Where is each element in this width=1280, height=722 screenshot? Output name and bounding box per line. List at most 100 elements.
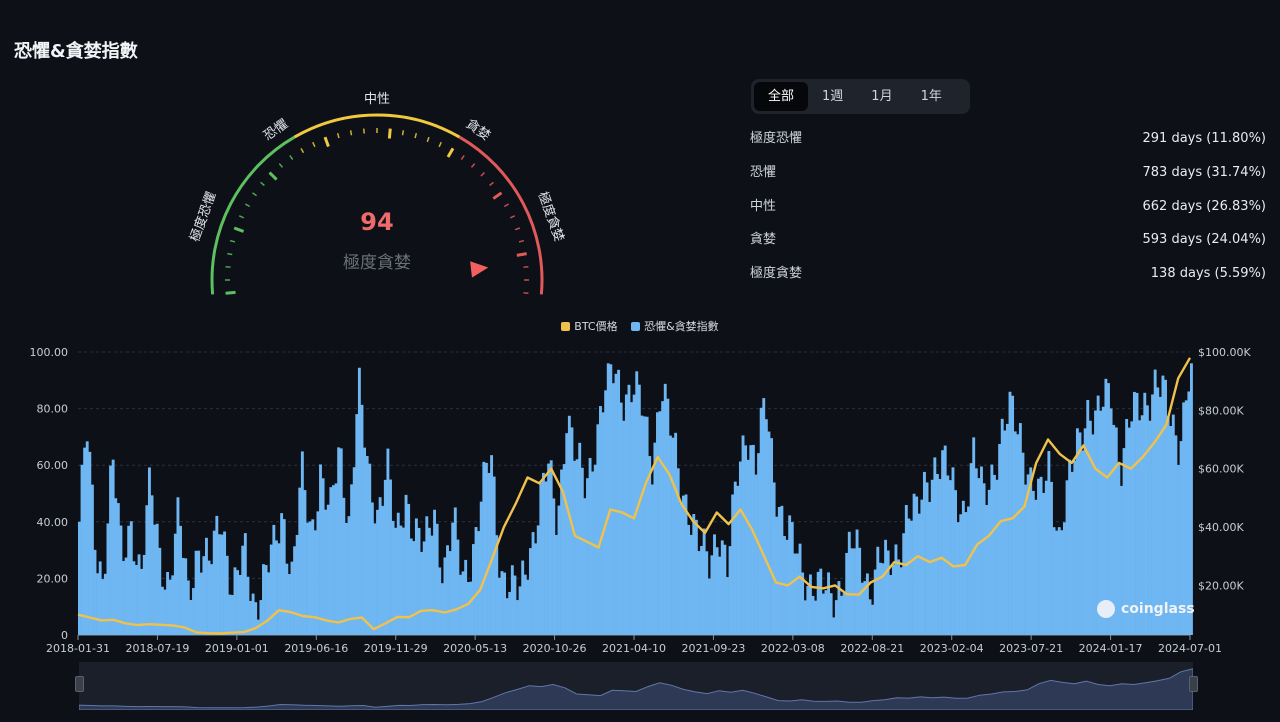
index-bar xyxy=(414,518,418,635)
index-bar xyxy=(847,531,851,635)
tab-1-year[interactable]: 1年 xyxy=(920,89,942,104)
gauge-tick xyxy=(278,163,284,168)
index-bar xyxy=(1164,379,1167,635)
tab-1-week[interactable]: 1週 xyxy=(822,89,844,104)
navigator-left-handle[interactable] xyxy=(75,676,84,692)
index-bar xyxy=(1088,420,1092,635)
index-bar xyxy=(215,515,219,635)
gauge-tick xyxy=(489,181,494,187)
index-bar xyxy=(609,364,613,635)
index-bar xyxy=(1000,418,1004,635)
y-left-tick-label: 20.00 xyxy=(37,572,69,585)
index-bar xyxy=(1125,418,1129,635)
btc-price-line xyxy=(77,357,1192,635)
index-bar xyxy=(287,574,291,635)
index-bar xyxy=(124,557,128,635)
gauge-tick xyxy=(401,130,405,136)
index-bar xyxy=(147,467,151,635)
index-bar xyxy=(956,522,960,635)
index-bar xyxy=(332,485,335,635)
index-bar xyxy=(876,546,880,635)
x-tick-label: 2021-09-23 xyxy=(681,642,745,655)
index-bar xyxy=(1127,427,1131,635)
x-tick-label: 2019-06-16 xyxy=(284,642,348,655)
index-bar xyxy=(596,424,600,635)
index-bar xyxy=(378,497,382,635)
index-bar xyxy=(1143,392,1147,635)
stat-value: 291 days (11.80%) xyxy=(1142,131,1266,146)
index-bar xyxy=(329,487,333,635)
index-bar xyxy=(544,481,548,635)
index-bar xyxy=(1055,530,1059,635)
index-bar xyxy=(1086,400,1090,635)
gauge-arc-fear xyxy=(210,135,296,295)
tab-1-month[interactable]: 1月 xyxy=(871,89,893,104)
index-bar xyxy=(523,574,527,635)
index-bar xyxy=(547,463,551,635)
index-bar xyxy=(347,516,351,635)
index-bar xyxy=(770,438,773,635)
index-bar xyxy=(588,457,592,635)
index-bar xyxy=(184,558,188,635)
index-bar xyxy=(917,513,921,635)
index-bar xyxy=(689,534,693,635)
index-bar xyxy=(311,519,315,635)
gauge-tick xyxy=(336,132,340,139)
legend-item-index[interactable]: 恐懼&貪婪指數 xyxy=(631,318,719,334)
index-bar xyxy=(777,507,781,635)
index-bar xyxy=(1145,405,1149,635)
index-bar xyxy=(640,415,644,635)
index-bar xyxy=(96,573,100,635)
index-bar xyxy=(464,559,468,635)
index-bar xyxy=(259,600,263,635)
gauge-tick xyxy=(244,203,251,208)
index-bar xyxy=(694,519,698,635)
index-bar xyxy=(334,483,338,635)
index-bar xyxy=(274,540,278,635)
index-bar xyxy=(648,456,652,635)
x-tick-label: 2018-07-19 xyxy=(125,642,189,655)
x-tick-label: 2023-02-04 xyxy=(920,642,984,655)
index-bar xyxy=(993,474,996,635)
index-bar xyxy=(236,570,240,635)
index-bar xyxy=(461,571,465,635)
watermark-text: coinglass xyxy=(1121,601,1195,617)
index-bar xyxy=(383,479,387,635)
index-bar xyxy=(1166,416,1170,635)
index-bar xyxy=(985,504,989,635)
index-bar xyxy=(586,478,589,635)
index-bar xyxy=(352,467,356,635)
stat-label: 極度貪婪 xyxy=(750,266,803,282)
index-bar xyxy=(508,591,512,635)
index-bar xyxy=(1029,467,1033,635)
index-bar xyxy=(360,404,364,635)
index-bar xyxy=(1052,527,1056,635)
gauge-tick xyxy=(238,215,245,219)
index-bar xyxy=(1096,395,1100,635)
y-left-tick-label: 0 xyxy=(61,629,68,642)
legend-item-btc[interactable]: BTC價格 xyxy=(561,318,618,334)
index-bar xyxy=(656,412,659,635)
tab-all[interactable]: 全部 xyxy=(754,82,809,111)
index-bar xyxy=(661,401,665,635)
index-bar xyxy=(801,572,805,635)
y-left-tick-label: 100.00 xyxy=(30,346,69,359)
index-bar xyxy=(873,569,877,635)
index-bar xyxy=(342,497,346,635)
index-bar xyxy=(562,464,566,635)
index-bar xyxy=(1031,490,1035,635)
index-bar xyxy=(697,551,701,635)
navigator-right-handle[interactable] xyxy=(1189,676,1198,692)
index-bar xyxy=(233,567,237,635)
index-bar xyxy=(505,598,509,635)
index-bar xyxy=(645,416,649,635)
index-bar xyxy=(798,543,802,635)
gauge-tick xyxy=(268,171,278,181)
stat-row-neutral: 中性 662 days (26.83%) xyxy=(750,196,1266,230)
index-bar xyxy=(220,534,224,635)
range-navigator[interactable] xyxy=(78,662,1194,711)
stat-label: 貪婪 xyxy=(750,232,777,248)
index-bar xyxy=(339,448,343,635)
index-bar xyxy=(103,573,107,635)
index-bar xyxy=(1005,423,1009,635)
